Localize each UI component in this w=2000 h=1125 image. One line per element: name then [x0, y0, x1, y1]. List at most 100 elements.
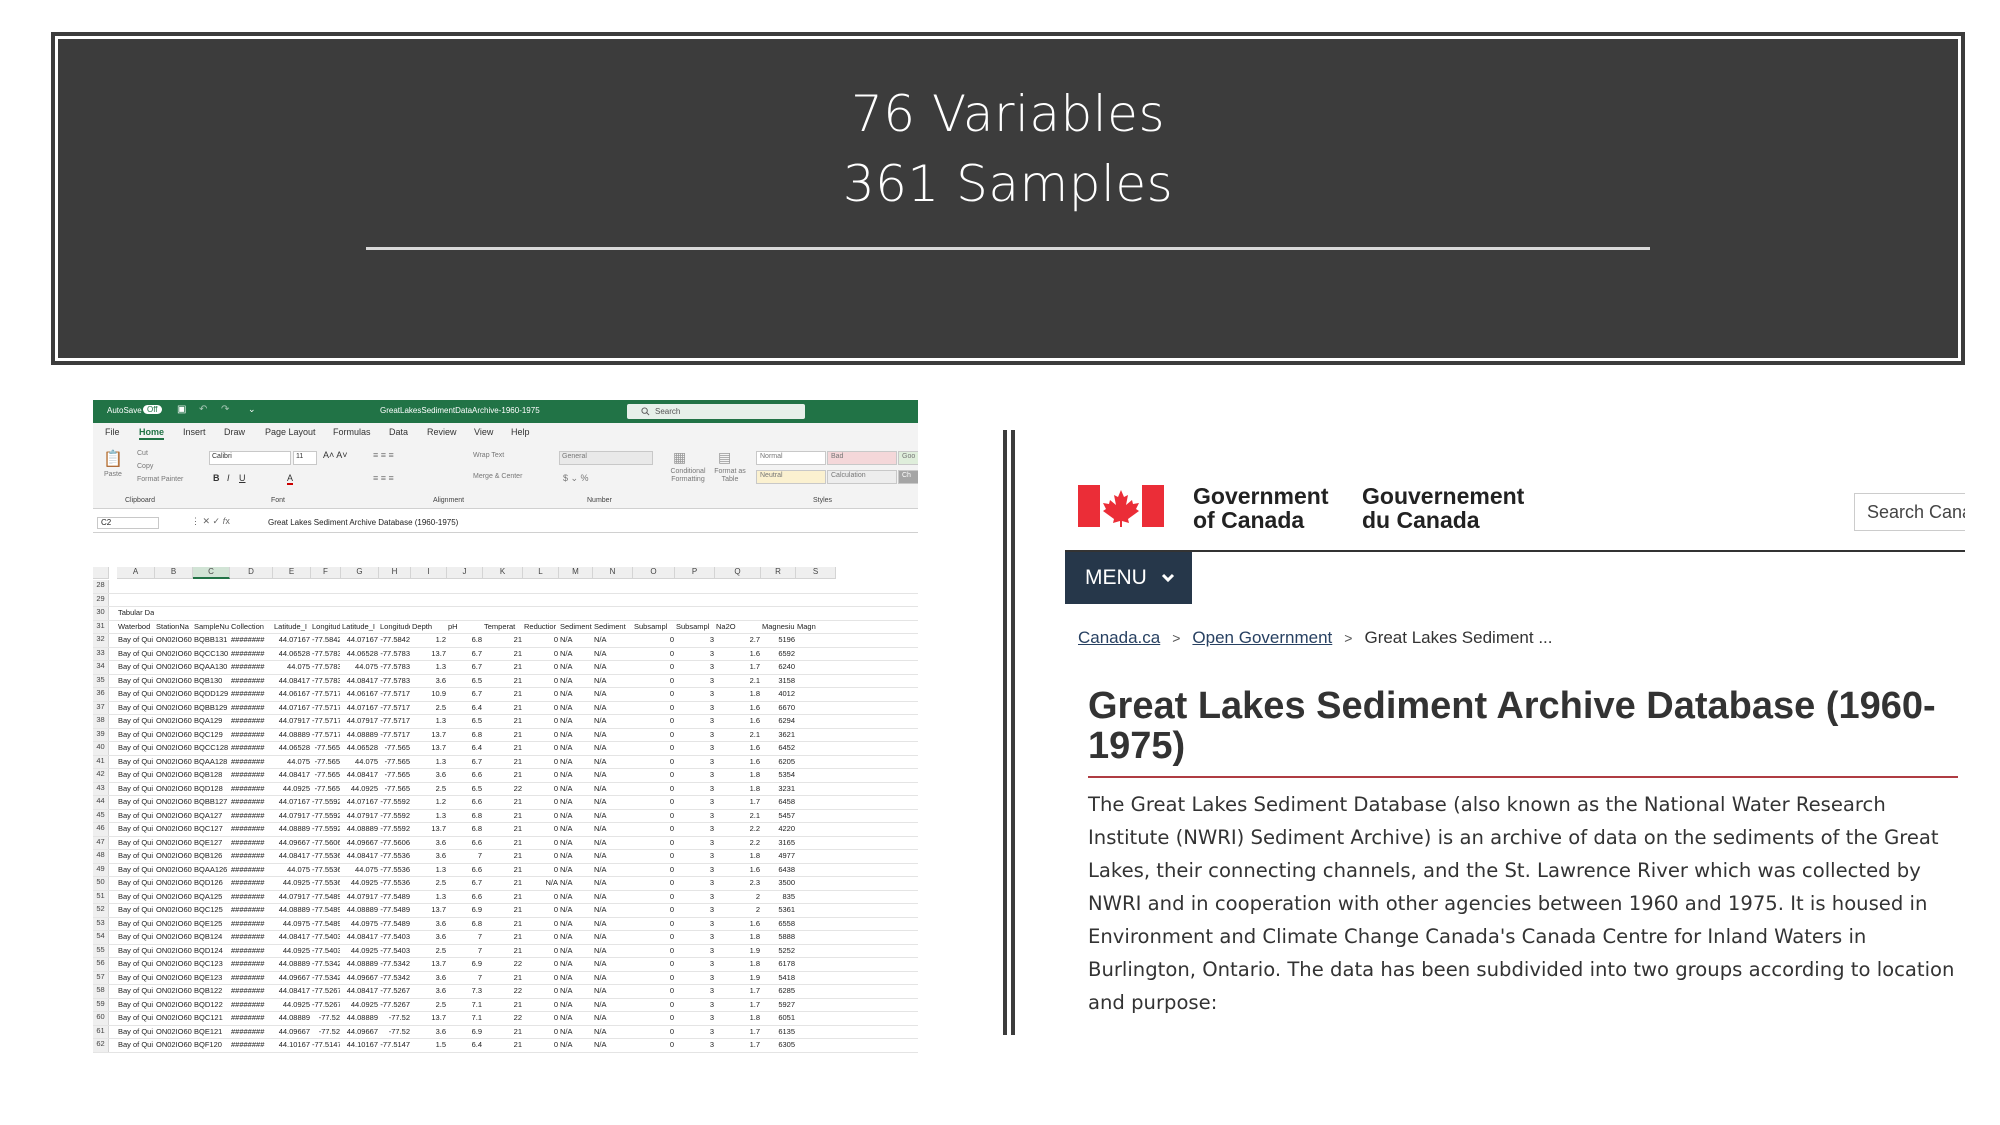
cell[interactable]: 44.08889: [278, 959, 310, 968]
cell[interactable]: BQE123: [194, 972, 223, 982]
cell[interactable]: 2.5: [435, 878, 446, 887]
cell[interactable]: 6.4: [471, 743, 482, 752]
cell[interactable]: N/A: [594, 1040, 607, 1049]
table-row[interactable]: 36 Bay of Qui ON02IO60 BQDD129 ######## 44.06…: [93, 688, 918, 702]
table-row[interactable]: 35 Bay of Qui ON02IO60 BQB130 ######## 44.084…: [93, 674, 918, 688]
cell[interactable]: 22: [513, 986, 522, 995]
cell[interactable]: N/A: [594, 1013, 607, 1022]
cell[interactable]: 2.2: [749, 837, 760, 847]
cell[interactable]: Latitude_I: [274, 621, 307, 631]
row-number[interactable]: 30: [93, 607, 109, 620]
cell[interactable]: 5888: [778, 932, 795, 941]
cell[interactable]: 44.07917: [278, 810, 310, 820]
cell[interactable]: 3.6: [435, 675, 446, 685]
cell[interactable]: 2.1: [749, 810, 760, 820]
cell[interactable]: N/A: [594, 972, 607, 982]
cell[interactable]: 44.08889: [278, 824, 310, 833]
cell[interactable]: 44.10167: [346, 1040, 378, 1049]
table-row[interactable]: 54 Bay of Qui ON02IO60 BQB124 ######## 44.084…: [93, 931, 918, 945]
cell[interactable]: 0: [669, 824, 674, 833]
cell[interactable]: Bay of Qui: [118, 648, 154, 658]
cell[interactable]: 21: [513, 837, 522, 847]
row-number[interactable]: 62: [93, 1039, 109, 1052]
cell[interactable]: 0: [669, 864, 674, 874]
cell[interactable]: -77.5536: [380, 878, 410, 887]
row-number[interactable]: 37: [93, 701, 109, 714]
cell[interactable]: 0: [553, 959, 558, 968]
row-number[interactable]: 42: [93, 769, 109, 782]
cell[interactable]: 44.08417: [346, 986, 378, 995]
cell[interactable]: N/A: [594, 959, 607, 968]
tab-insert[interactable]: Insert: [183, 427, 206, 437]
cell[interactable]: Collection: [231, 621, 264, 631]
row-number[interactable]: 54: [93, 931, 109, 944]
cell[interactable]: ON02IO60: [156, 972, 192, 982]
cell[interactable]: 2.2: [749, 824, 760, 833]
cell[interactable]: 21: [513, 689, 522, 698]
cell[interactable]: 3: [709, 959, 714, 968]
cell[interactable]: -77.565: [384, 770, 410, 779]
cell[interactable]: 21: [513, 743, 522, 752]
table-row[interactable]: 41 Bay of Qui ON02IO60 BQAA128 ######## 44.07…: [93, 755, 918, 769]
cell[interactable]: N/A: [594, 945, 607, 955]
cell[interactable]: ON02IO60: [156, 918, 192, 928]
cell[interactable]: 1.6: [749, 716, 760, 725]
cell[interactable]: Bay of Qui: [118, 810, 154, 820]
cell[interactable]: 44.0925: [282, 945, 310, 955]
cell[interactable]: Latitude_I: [342, 621, 375, 631]
cell[interactable]: Bay of Qui: [118, 999, 154, 1009]
cell[interactable]: N/A: [594, 729, 607, 739]
cell[interactable]: ########: [231, 837, 265, 847]
cell[interactable]: 13.7: [431, 905, 446, 914]
cell[interactable]: ########: [231, 1040, 265, 1049]
style-neutral[interactable]: Neutral: [756, 470, 826, 484]
cell[interactable]: 7: [477, 851, 482, 860]
cell[interactable]: -77.5342: [380, 972, 410, 982]
cell[interactable]: Magn: [797, 621, 816, 631]
excel-search-box[interactable]: Search: [627, 404, 805, 419]
cell[interactable]: N/A: [594, 716, 607, 725]
column-header-c[interactable]: C: [193, 567, 230, 579]
cell[interactable]: 44.09667: [278, 837, 310, 847]
cell[interactable]: N/A: [560, 1040, 573, 1049]
tab-draw[interactable]: Draw: [224, 427, 246, 437]
cell[interactable]: Bay of Qui: [118, 662, 154, 671]
cell[interactable]: N/A: [594, 756, 607, 766]
cell[interactable]: 7: [477, 945, 482, 955]
table-row[interactable]: 53 Bay of Qui ON02IO60 BQE125 ######## 44.097…: [93, 917, 918, 931]
cell[interactable]: 13.7: [431, 1013, 446, 1022]
cell[interactable]: Waterbod: [118, 621, 151, 631]
cell[interactable]: 6.8: [471, 635, 482, 644]
cell[interactable]: 0: [553, 972, 558, 982]
cell[interactable]: ########: [231, 635, 265, 644]
cell[interactable]: -77.5592: [380, 797, 410, 806]
cell[interactable]: 44.07917: [346, 891, 378, 901]
cell[interactable]: ON02IO60: [156, 999, 192, 1009]
cell[interactable]: 3: [709, 986, 714, 995]
cell[interactable]: 3: [709, 756, 714, 766]
cell[interactable]: 1.3: [435, 662, 446, 671]
table-row[interactable]: 48 Bay of Qui ON02IO60 BQB126 ######## 44.084…: [93, 850, 918, 864]
cell[interactable]: 1.6: [749, 702, 760, 712]
column-header-k[interactable]: K: [483, 567, 523, 579]
table-row[interactable]: 43 Bay of Qui ON02IO60 BQD128 ######## 44.092…: [93, 782, 918, 796]
cell[interactable]: BQDD129: [194, 689, 229, 698]
cell[interactable]: Bay of Qui: [118, 918, 154, 928]
cell[interactable]: 44.075: [287, 864, 310, 874]
cell[interactable]: 44.07917: [278, 891, 310, 901]
cell[interactable]: 0: [553, 783, 558, 793]
cell[interactable]: N/A: [560, 743, 573, 752]
row-number[interactable]: 45: [93, 809, 109, 822]
cell[interactable]: ON02IO60: [156, 891, 192, 901]
cell[interactable]: 1.5: [435, 1040, 446, 1049]
cell[interactable]: 0: [553, 635, 558, 644]
cell[interactable]: 6.8: [471, 824, 482, 833]
cell[interactable]: -77.5536: [312, 864, 340, 874]
cell[interactable]: 21: [513, 864, 522, 874]
cell[interactable]: 1.6: [749, 756, 760, 766]
cell[interactable]: 13.7: [431, 824, 446, 833]
cell[interactable]: N/A: [594, 743, 607, 752]
cell[interactable]: 6.6: [471, 864, 482, 874]
select-all-corner[interactable]: [93, 567, 109, 579]
cell[interactable]: 0: [669, 729, 674, 739]
